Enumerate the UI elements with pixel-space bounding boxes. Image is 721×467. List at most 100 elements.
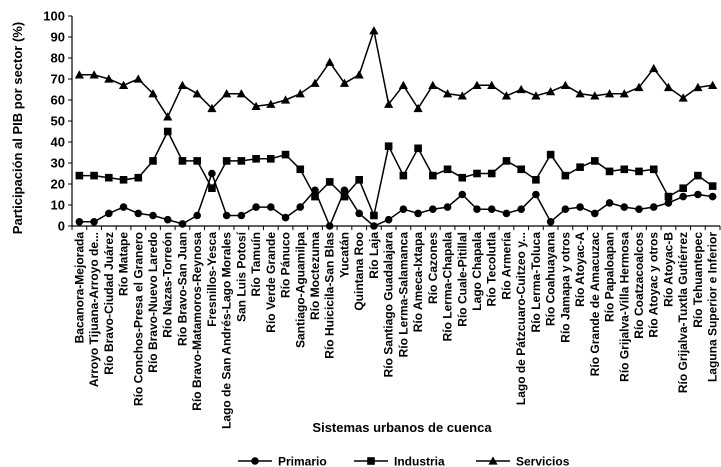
x-category-label: Río Lerma-Salamanca	[396, 232, 410, 358]
data-point-industria	[222, 157, 231, 165]
data-point-industria	[311, 192, 319, 201]
data-point-primario	[708, 192, 717, 201]
data-point-servicios	[354, 70, 364, 79]
data-point-primario	[193, 211, 201, 220]
x-category-label: Río Tecolutla	[485, 232, 499, 307]
x-category-label: Río Huicicila-San Blas	[323, 232, 337, 359]
data-point-industria	[414, 144, 422, 153]
data-point-industria	[267, 155, 275, 163]
x-category-label: Quintana Roo	[352, 232, 366, 311]
data-point-primario	[355, 209, 363, 218]
data-point-primario	[105, 209, 113, 218]
series-line-primario	[79, 172, 713, 227]
y-axis-title: Participación al PIB por sector (%)	[10, 22, 25, 234]
data-point-primario	[178, 220, 187, 228]
y-tick-label: 100	[43, 9, 65, 24]
data-point-industria	[340, 192, 349, 201]
y-tick-label: 80	[51, 51, 65, 66]
data-point-servicios	[619, 89, 629, 98]
x-category-label: Río Pánuco	[279, 232, 293, 298]
data-point-primario	[502, 209, 511, 218]
x-category-label: Río Tamuín	[249, 232, 263, 296]
x-category-label: Río Lerma-Chapala	[441, 232, 455, 342]
data-point-servicios	[74, 70, 84, 79]
data-point-industria	[708, 182, 717, 190]
legend-marker-servicios	[488, 456, 498, 465]
data-point-industria	[193, 157, 201, 165]
data-point-primario	[296, 203, 305, 211]
legend: Primario Industria Servicios	[238, 455, 570, 467]
data-point-primario	[561, 205, 570, 213]
data-point-primario	[149, 211, 157, 220]
x-category-label: Río Atoyac y otros	[647, 232, 661, 338]
data-point-servicios	[634, 82, 644, 92]
data-point-primario	[620, 203, 629, 211]
data-point-primario	[325, 222, 334, 230]
data-point-industria	[502, 157, 511, 165]
y-tick-label: 20	[51, 177, 65, 192]
data-point-servicios	[457, 91, 467, 100]
x-category-label: Río Grijalva-Villa Hermosa	[617, 232, 631, 382]
data-point-servicios	[590, 91, 600, 100]
data-point-servicios	[280, 95, 291, 104]
x-category-label: Río Moctezuma	[308, 232, 322, 320]
data-point-industria	[399, 171, 408, 180]
data-point-servicios	[104, 74, 114, 83]
data-point-primario	[281, 213, 290, 222]
data-point-primario	[694, 190, 702, 199]
y-tick-label: 70	[51, 72, 65, 87]
x-category-label: Río Lerma-Toluca	[529, 232, 543, 333]
legend-label-servicios: Servicios	[516, 455, 570, 467]
legend-label-primario: Primario	[278, 455, 327, 467]
data-point-primario	[119, 203, 128, 211]
x-category-label: Fresnillos-Yesca	[205, 232, 219, 327]
x-category-label: Lago de San Andrés-Lago Morales	[220, 232, 234, 429]
data-point-industria	[473, 169, 481, 178]
data-point-servicios	[222, 89, 232, 98]
y-tick-label: 40	[51, 135, 65, 150]
x-category-label: Río Cuale-Pitillal	[455, 232, 469, 327]
data-point-primario	[473, 205, 481, 213]
data-point-primario	[487, 205, 496, 213]
x-category-label: Río Nazas-Torreón	[161, 232, 175, 338]
x-category-label: Río Bravo-Ciudad Juárez	[102, 232, 116, 375]
x-category-label: Río Papaloapan	[603, 232, 617, 322]
data-point-servicios	[133, 74, 143, 83]
data-point-industria	[355, 176, 363, 184]
data-point-industria	[149, 157, 157, 165]
x-category-label: Río Jamapa y otros	[558, 232, 572, 343]
data-point-industria	[384, 142, 393, 150]
data-point-servicios	[708, 80, 718, 89]
y-axis-ticks: 0 10 20 30 40 50 60 70 80 90 100	[43, 9, 72, 234]
data-point-industria	[635, 167, 643, 176]
x-category-label: Río Bravo-San Juan	[175, 232, 189, 346]
data-point-servicios	[207, 103, 217, 113]
x-category-label: Bacanora-Mejorada	[72, 232, 86, 344]
series-line-servicios	[79, 29, 713, 118]
data-point-servicios	[649, 63, 659, 73]
data-point-servicios	[693, 82, 703, 92]
data-point-servicios	[546, 87, 556, 96]
data-point-industria	[679, 184, 687, 192]
data-point-industria	[664, 192, 673, 201]
data-point-primario	[237, 211, 246, 220]
data-point-primario	[384, 215, 393, 224]
data-point-servicios	[501, 91, 512, 100]
data-point-industria	[443, 165, 452, 174]
data-point-industria	[546, 150, 555, 159]
data-point-servicios	[310, 78, 320, 87]
legend-label-industria: Industria	[394, 455, 445, 467]
data-point-primario	[90, 218, 98, 226]
data-point-industria	[532, 176, 540, 184]
series-line-industria	[79, 130, 714, 217]
x-category-label: Río Grande de Amacuzac	[588, 232, 602, 377]
data-point-servicios	[177, 80, 188, 89]
x-category-label: Arroyo Tijuana-Arroyo de...	[87, 232, 101, 387]
plot-area	[71, 16, 720, 230]
data-point-industria	[119, 176, 128, 184]
x-category-label: Río Laja	[367, 232, 381, 279]
legend-marker-primario	[251, 457, 259, 465]
data-point-servicios	[163, 112, 173, 121]
data-point-servicios	[369, 26, 379, 35]
